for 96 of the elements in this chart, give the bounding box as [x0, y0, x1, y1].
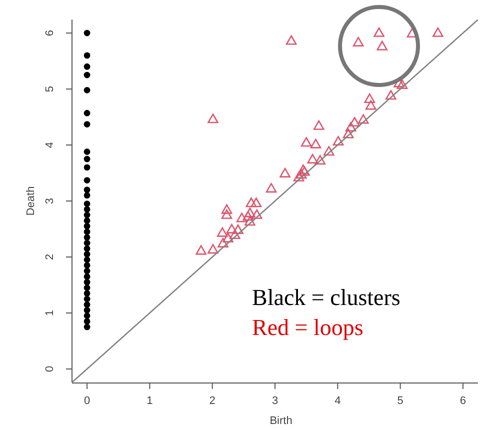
point: [236, 212, 248, 222]
point: [323, 146, 334, 156]
point: [342, 128, 354, 138]
point: [84, 164, 90, 171]
point: [84, 312, 90, 319]
x-tick-label: 5: [397, 395, 404, 407]
point: [244, 216, 256, 226]
y-tick-label: 4: [44, 142, 56, 148]
point: [221, 204, 232, 214]
y-axis-title: Death: [25, 186, 37, 216]
point: [84, 86, 90, 94]
point: [84, 318, 90, 325]
annotation: Red = loops: [252, 315, 364, 340]
point: [280, 168, 290, 178]
point: [376, 40, 388, 50]
point: [84, 268, 90, 274]
x-tick-label: 1: [146, 395, 153, 407]
point: [345, 122, 356, 132]
point: [84, 284, 90, 291]
point: [396, 79, 408, 90]
point: [310, 138, 322, 148]
point: [84, 217, 90, 224]
point: [232, 224, 244, 234]
point: [84, 278, 90, 286]
point: [84, 250, 90, 258]
point: [84, 200, 90, 207]
point: [242, 211, 254, 221]
point: [293, 172, 304, 182]
point: [84, 234, 90, 241]
point: [84, 192, 90, 199]
point: [84, 52, 90, 59]
point: [296, 169, 307, 179]
point: [84, 245, 90, 252]
point: [84, 306, 90, 314]
point: [84, 228, 90, 235]
point: [352, 36, 364, 46]
y-tick-label: 0: [44, 366, 56, 372]
point: [313, 120, 324, 130]
point: [84, 256, 90, 263]
point: [432, 27, 444, 37]
point: [332, 136, 344, 146]
x-tick-label: 6: [460, 395, 466, 407]
point: [84, 301, 90, 308]
point: [84, 121, 90, 128]
point: [196, 245, 206, 255]
point: [286, 35, 297, 45]
point: [84, 72, 90, 78]
point: [222, 232, 234, 242]
x-tick-label: 0: [84, 395, 90, 407]
y-tick-label: 6: [44, 30, 56, 36]
point: [266, 183, 277, 193]
point: [251, 209, 262, 219]
y-tick-label: 3: [44, 198, 56, 204]
point: [84, 156, 90, 162]
point: [374, 27, 384, 37]
point: [84, 30, 90, 36]
point: [386, 90, 396, 100]
point: [84, 186, 90, 193]
point: [221, 209, 232, 219]
point: [84, 206, 90, 213]
x-tick-label: 4: [334, 395, 341, 407]
point: [84, 212, 90, 218]
point: [250, 198, 262, 208]
point: [84, 324, 90, 330]
point: [84, 177, 90, 184]
point: [307, 154, 318, 164]
point: [226, 224, 238, 234]
point: [84, 110, 90, 116]
x-tick-label: 3: [272, 395, 278, 407]
point: [84, 296, 90, 302]
point: [230, 230, 240, 240]
point: [84, 290, 90, 297]
point: [208, 114, 218, 124]
point: [358, 114, 369, 124]
point: [244, 208, 256, 218]
point: [349, 116, 360, 127]
y-tick-label: 1: [44, 310, 56, 316]
point: [84, 222, 90, 230]
y-tick-label: 2: [44, 254, 56, 260]
point: [84, 273, 90, 280]
point: [300, 137, 312, 147]
x-tick-label: 2: [209, 395, 216, 407]
point: [208, 244, 218, 254]
point: [84, 148, 90, 155]
point: [246, 198, 257, 208]
annotation: Black = clusters: [252, 285, 400, 310]
point: [216, 227, 228, 237]
x-axis-title: Birth: [270, 415, 292, 427]
point: [365, 100, 376, 110]
point: [314, 155, 326, 165]
point: [84, 262, 90, 269]
point: [84, 240, 90, 246]
point: [84, 63, 90, 70]
point: [364, 93, 376, 103]
point: [218, 238, 228, 248]
y-tick-label: 5: [44, 86, 56, 92]
